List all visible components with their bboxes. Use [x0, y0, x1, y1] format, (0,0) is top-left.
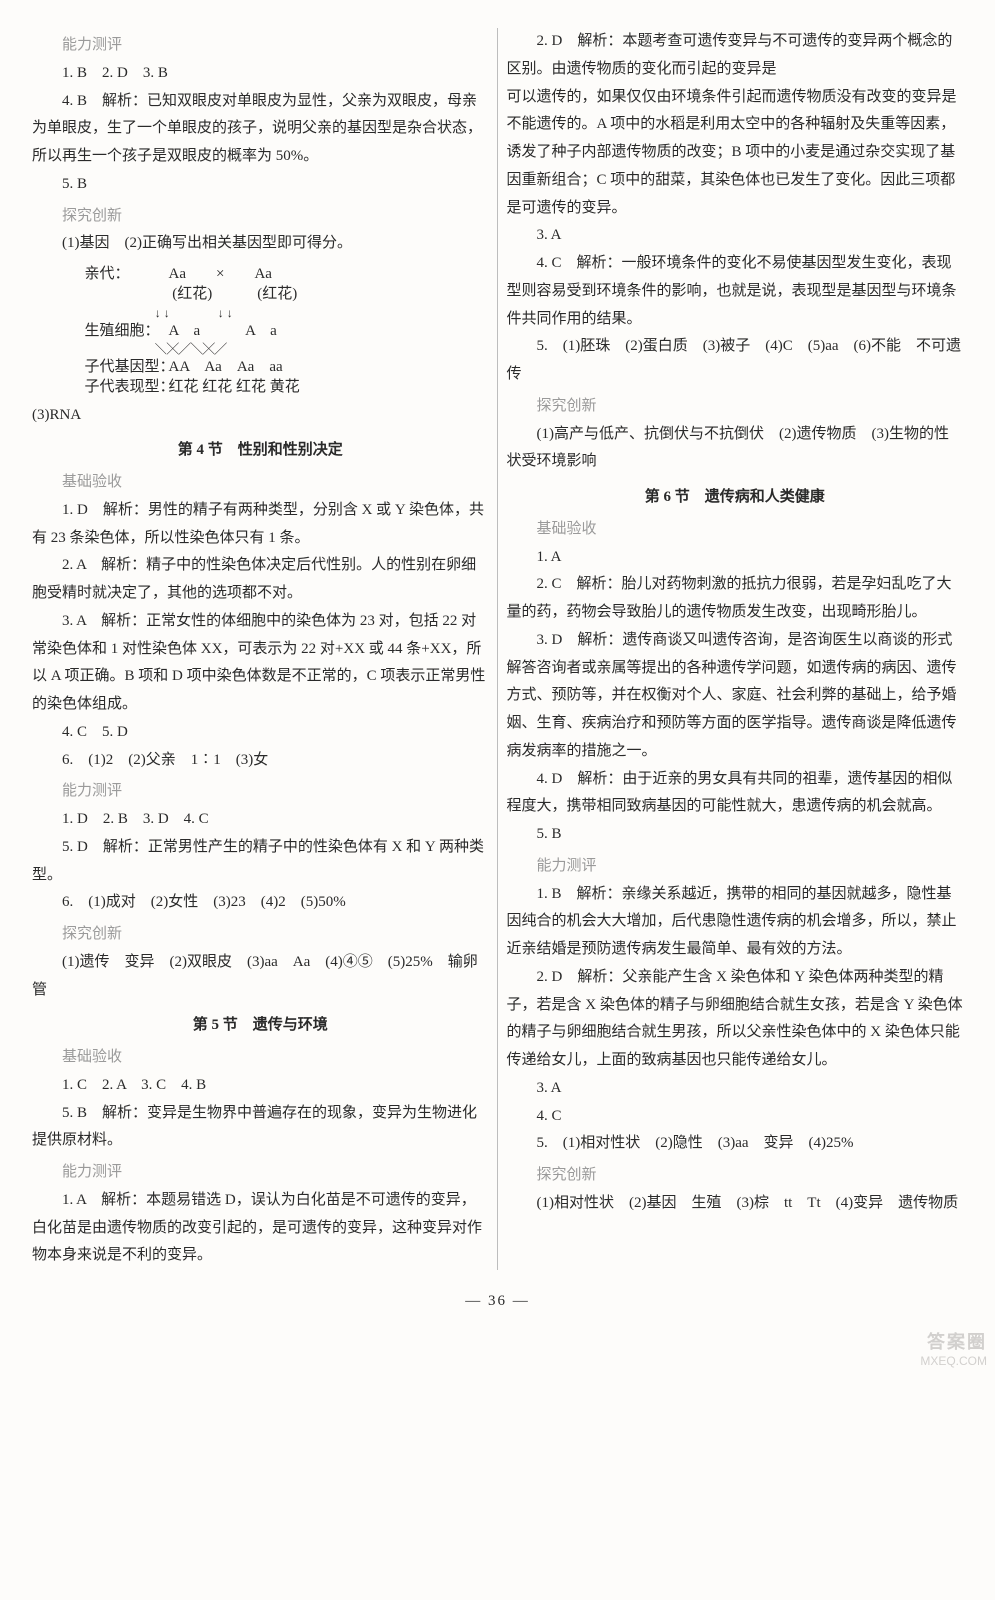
section-label: 基础验收 — [507, 516, 964, 544]
answer-explain: 4. D 解析：由于近亲的男女具有共同的祖辈，遗传基因的相似程度大，携带相同致病… — [507, 766, 964, 822]
answer-line: (1)高产与低产、抗倒伏与不抗倒伏 (2)遗传物质 (3)生物的性状受环境影响 — [507, 421, 964, 477]
watermark-url: MXEQ.COM — [920, 1354, 987, 1370]
answer-explain: 2. A 解析：精子中的性染色体决定后代性别。人的性别在卵细胞受精时就决定了，其… — [32, 552, 489, 608]
answer-explain: 2. C 解析：胎儿对药物刺激的抵抗力很弱，若是孕妇乱吃了大量的药，药物会导致胎… — [507, 571, 964, 627]
answer-line: 4. C — [507, 1103, 964, 1131]
section-label: 探究创新 — [32, 203, 489, 231]
answer-line: 1. A — [507, 544, 964, 572]
answer-explain: 3. A 解析：正常女性的体细胞中的染色体为 23 对，包括 22 对常染色体和… — [32, 608, 489, 719]
page-number: — 36 — — [32, 1288, 963, 1316]
section-label: 能力测评 — [32, 1159, 489, 1187]
answer-line: 1. D 2. B 3. D 4. C — [32, 806, 489, 834]
answer-line: (1)遗传 变异 (2)双眼皮 (3)aa Aa (4)④⑤ (5)25% 输卵… — [32, 949, 489, 1005]
page-columns: 能力测评 1. B 2. D 3. B 4. B 解析：已知双眼皮对单眼皮为显性… — [32, 28, 963, 1270]
answer-line: 5. B — [32, 171, 489, 199]
answer-line: 6. (1)成对 (2)女性 (3)23 (4)2 (5)50% — [32, 889, 489, 917]
answer-line: (1)相对性状 (2)基因 生殖 (3)棕 tt Tt (4)变异 遗传物质 — [507, 1190, 964, 1218]
diagram-note: (红花) — [257, 286, 297, 302]
section-label: 能力测评 — [32, 778, 489, 806]
answer-line: 4. C 5. D — [32, 719, 489, 747]
watermark-title: 答案圈 — [920, 1331, 987, 1354]
answer-line: 5. (1)相对性状 (2)隐性 (3)aa 变异 (4)25% — [507, 1130, 964, 1158]
answer-line: (1)基因 (2)正确写出相关基因型即可得分。 — [32, 230, 489, 258]
answer-line: 5. (1)胚珠 (2)蛋白质 (3)被子 (4)C (5)aa (6)不能 不… — [507, 333, 964, 389]
answer-explain: 4. B 解析：已知双眼皮对单眼皮为显性，父亲为双眼皮，母亲为单眼皮，生了一个单… — [32, 88, 489, 171]
section-label: 能力测评 — [32, 32, 489, 60]
section-heading: 第 4 节 性别和性别决定 — [32, 437, 489, 465]
section-label: 能力测评 — [507, 853, 964, 881]
answer-line: 3. A — [507, 1075, 964, 1103]
answer-explain: 2. D 解析：父亲能产生含 X 染色体和 Y 染色体两种类型的精子，若是含 X… — [507, 964, 964, 1075]
answer-explain: 4. C 解析：一般环境条件的变化不易使基因型发生变化，表现型则容易受到环境条件… — [507, 250, 964, 333]
answer-line: 6. (1)2 (2)父亲 1∶1 (3)女 — [32, 747, 489, 775]
answer-line: 1. B 2. D 3. B — [32, 60, 489, 88]
diagram-note: (红花) — [172, 286, 212, 302]
answer-explain: 5. B 解析：变异是生物界中普遍存在的现象，变异为生物进化提供原材料。 — [32, 1100, 489, 1156]
answer-explain: 1. A 解析：本题易错选 D，误认为白化苗是不可遗传的变异，白化苗是由遗传物质… — [32, 1187, 489, 1270]
section-label: 基础验收 — [32, 1044, 489, 1072]
answer-line: 5. B — [507, 821, 964, 849]
answer-explain: 1. D 解析：男性的精子有两种类型，分别含 X 或 Y 染色体，共有 23 条… — [32, 497, 489, 553]
answer-explain: 2. D 解析：本题考查可遗传变异与不可遗传的变异两个概念的区别。由遗传物质的变… — [507, 28, 964, 84]
diagram-genotypes: AA Aa Aa aa — [169, 359, 283, 375]
answer-line: 1. C 2. A 3. C 4. B — [32, 1072, 489, 1100]
answer-line: 3. A — [507, 222, 964, 250]
diagram-gametes: A a A a — [169, 323, 277, 339]
diagram-phenotypes: 红花 红花 红花 黄花 — [169, 379, 300, 395]
diagram-row-label: 生殖细胞： — [85, 321, 169, 341]
diagram-row-label: 亲代： — [85, 264, 169, 284]
answer-explain: 5. D 解析：正常男性产生的精子中的性染色体有 X 和 Y 两种类型。 — [32, 834, 489, 890]
diagram-row-label: 子代表现型： — [85, 377, 169, 397]
section-heading: 第 5 节 遗传与环境 — [32, 1012, 489, 1040]
section-label: 探究创新 — [32, 921, 489, 949]
diagram-parents: Aa × Aa — [169, 266, 272, 282]
answer-explain: 3. D 解析：遗传商谈又叫遗传咨询，是咨询医生以商谈的形式解答咨询者或亲属等提… — [507, 627, 964, 766]
section-label: 基础验收 — [32, 469, 489, 497]
answer-explain-continued: 可以遗传的，如果仅仅由环境条件引起而遗传物质没有改变的变异是不能遗传的。A 项中… — [507, 84, 964, 223]
answer-explain: 1. B 解析：亲缘关系越近，携带的相同的基因就越多，隐性基因纯合的机会大大增加… — [507, 881, 964, 964]
watermark: 答案圈 MXEQ.COM — [920, 1331, 987, 1370]
section-heading: 第 6 节 遗传病和人类健康 — [507, 484, 964, 512]
genetics-cross-diagram: 亲代：Aa × Aa (红花) (红花) ↓ ↓ ↓ ↓ 生殖细胞：A a A … — [85, 264, 489, 398]
diagram-row-label: 子代基因型： — [85, 357, 169, 377]
answer-line: (3)RNA — [32, 402, 489, 430]
section-label: 探究创新 — [507, 1162, 964, 1190]
section-label: 探究创新 — [507, 393, 964, 421]
